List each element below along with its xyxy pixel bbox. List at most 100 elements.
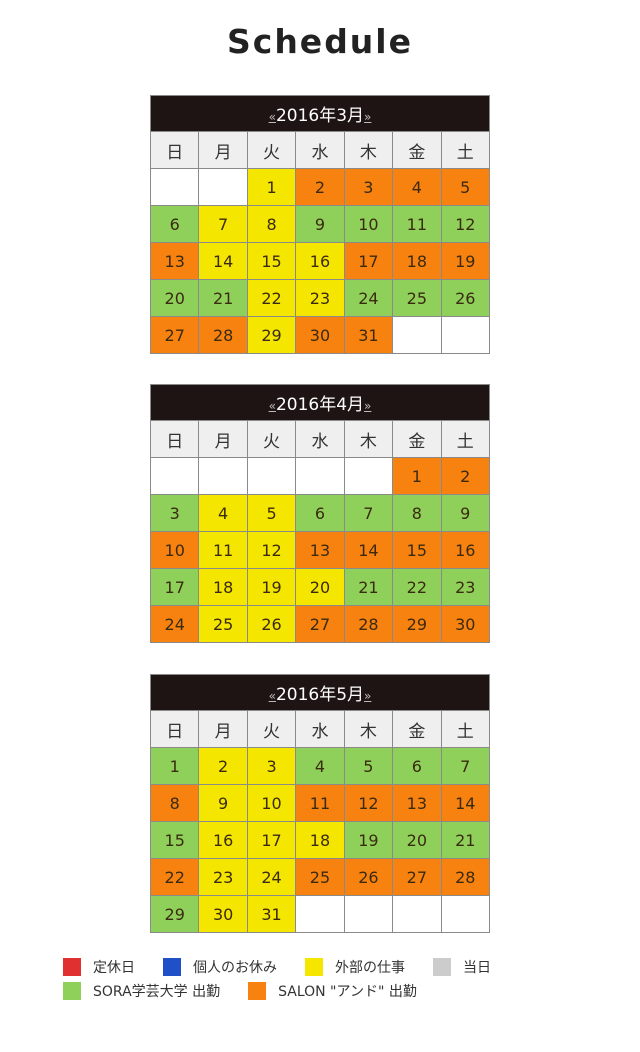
legend-swatch: [63, 958, 81, 976]
next-month-link[interactable]: »: [364, 399, 372, 413]
day-cell: 8: [246, 205, 297, 243]
legend-item: SALON "アンド" 出勤: [248, 981, 417, 1001]
day-cell: 3: [246, 747, 297, 785]
prev-month-link[interactable]: «: [268, 689, 276, 703]
day-cell: 19: [440, 242, 491, 280]
month-title: 2016年4月: [275, 395, 365, 415]
weekday-header: 金: [392, 131, 442, 169]
day-cell: 14: [440, 784, 491, 822]
day-cell: 16: [440, 531, 491, 569]
month-calendar: «2016年5月» 日月火水木金土 1 2 3 4 5 6 7 8 9 10 11 12 13 14 15 16 1…: [149, 674, 491, 933]
prev-month-link[interactable]: «: [268, 110, 276, 124]
legend-item: 外部の仕事: [305, 957, 405, 977]
empty-cell: [343, 895, 394, 933]
legend-item: 個人のお休み: [163, 957, 277, 977]
weekday-header: 水: [295, 710, 345, 748]
day-cell: 5: [440, 168, 491, 206]
day-cell: 17: [149, 568, 200, 606]
weekday-header: 土: [440, 710, 491, 748]
empty-cell: [149, 168, 200, 206]
calendar-week: 20 21 22 23 24 25 26: [149, 279, 491, 317]
day-cell: 13: [295, 531, 345, 569]
weekday-header: 日: [149, 420, 200, 458]
day-cell: 21: [198, 279, 248, 317]
next-month-link[interactable]: »: [364, 689, 372, 703]
day-cell: 12: [246, 531, 297, 569]
day-cell: 31: [343, 316, 394, 354]
day-cell: 18: [295, 821, 345, 859]
day-cell: 27: [149, 316, 200, 354]
weekday-header: 木: [343, 131, 394, 169]
weekday-header: 火: [246, 710, 297, 748]
legend-row: SORA学芸大学 出勤 SALON "アンド" 出勤: [63, 979, 519, 1003]
day-cell: 25: [392, 279, 442, 317]
empty-cell: [440, 895, 491, 933]
day-cell: 15: [246, 242, 297, 280]
day-cell: 22: [246, 279, 297, 317]
day-cell: 29: [246, 316, 297, 354]
calendar-week: 27 28 29 30 31: [149, 316, 491, 354]
calendar-week: 8 9 10 11 12 13 14: [149, 784, 491, 822]
day-cell: 20: [392, 821, 442, 859]
day-cell: 8: [149, 784, 200, 822]
weekday-header: 月: [198, 710, 248, 748]
calendar-week: 13 14 15 16 17 18 19: [149, 242, 491, 280]
day-cell: 3: [149, 494, 200, 532]
empty-cell: [198, 457, 248, 495]
day-cell: 9: [295, 205, 345, 243]
legend-label: 個人のお休み: [193, 960, 277, 976]
weekday-header: 水: [295, 131, 345, 169]
empty-cell: [198, 168, 248, 206]
month-header: «2016年4月»: [150, 384, 490, 421]
weekday-header: 土: [440, 131, 491, 169]
day-cell: 7: [343, 494, 394, 532]
day-cell: 12: [440, 205, 491, 243]
day-cell: 27: [295, 605, 345, 643]
legend-label: 定休日: [93, 960, 135, 976]
day-cell: 16: [198, 821, 248, 859]
day-cell: 4: [392, 168, 442, 206]
day-cell: 22: [149, 858, 200, 896]
day-cell: 16: [295, 242, 345, 280]
day-cell: 31: [246, 895, 297, 933]
day-cell: 4: [295, 747, 345, 785]
weekday-header: 火: [246, 420, 297, 458]
weekday-header: 火: [246, 131, 297, 169]
legend-item: 当日: [433, 957, 491, 977]
weekday-header: 木: [343, 420, 394, 458]
day-cell: 2: [198, 747, 248, 785]
day-cell: 5: [246, 494, 297, 532]
day-cell: 15: [149, 821, 200, 859]
weekday-header: 金: [392, 710, 442, 748]
empty-cell: [392, 895, 442, 933]
day-cell: 6: [295, 494, 345, 532]
day-cell: 23: [295, 279, 345, 317]
day-cell: 22: [392, 568, 442, 606]
day-cell: 12: [343, 784, 394, 822]
day-cell: 6: [392, 747, 442, 785]
legend-label: 当日: [463, 960, 491, 976]
day-cell: 4: [198, 494, 248, 532]
next-month-link[interactable]: »: [364, 110, 372, 124]
prev-month-link[interactable]: «: [268, 399, 276, 413]
empty-cell: [149, 457, 200, 495]
day-cell: 14: [343, 531, 394, 569]
legend-swatch: [433, 958, 451, 976]
legend-swatch: [248, 982, 267, 1000]
empty-cell: [295, 457, 345, 495]
day-cell: 19: [343, 821, 394, 859]
day-cell: 9: [440, 494, 491, 532]
calendar-week: 10 11 12 13 14 15 16: [149, 531, 491, 569]
weekday-header: 月: [198, 420, 248, 458]
weekday-header: 土: [440, 420, 491, 458]
legend-swatch: [305, 958, 323, 976]
legend-row: 定休日 個人のお休み 外部の仕事 当日: [63, 955, 519, 979]
month-header: «2016年5月»: [150, 674, 490, 711]
calendar-week: 29 30 31: [149, 895, 491, 933]
day-cell: 17: [343, 242, 394, 280]
day-cell: 30: [440, 605, 491, 643]
calendar-week: 22 23 24 25 26 27 28: [149, 858, 491, 896]
